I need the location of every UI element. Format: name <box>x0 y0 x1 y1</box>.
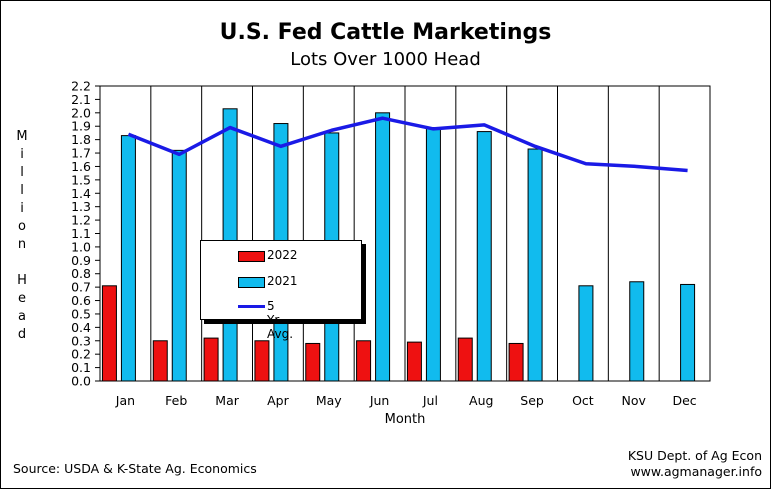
bar-2022-Jun <box>356 340 372 382</box>
x-tick-label: Oct <box>572 393 594 408</box>
bar-2021-Jun <box>375 112 391 382</box>
line-5yr-avg <box>127 116 688 173</box>
bar-2022-May <box>305 342 321 382</box>
y-tick-label: 0.2 <box>71 347 91 362</box>
y-tick-label: 1.3 <box>71 199 91 214</box>
bar-2022-Apr <box>254 340 270 382</box>
y-tick-label: 1.0 <box>71 239 91 254</box>
y-tick-label: 1.9 <box>71 119 91 134</box>
y-tick-label: 0.5 <box>71 306 91 321</box>
credit-note: KSU Dept. of Ag Econ www.agmanager.info <box>628 448 762 480</box>
y-tick-label: 0.6 <box>71 293 91 308</box>
y-tick-label: 1.7 <box>71 146 91 161</box>
y-tick-label: 0.3 <box>71 333 91 348</box>
y-tick-label: 0.4 <box>71 320 91 335</box>
bar-2021-Sep <box>527 148 543 382</box>
y-tick-label: 1.6 <box>71 159 91 174</box>
x-tick-label: Jul <box>422 393 438 408</box>
bar-2021-Jul <box>425 127 441 382</box>
y-tick-label: 2.0 <box>71 105 91 120</box>
legend: 2022 2021 5 Yr. Avg. <box>200 240 362 341</box>
credit-line-2: www.agmanager.info <box>630 464 762 479</box>
x-tick-label: Aug <box>469 393 493 408</box>
bar-2022-Jul <box>406 341 422 382</box>
y-tick-label: 0.9 <box>71 253 91 268</box>
x-tick-label: May <box>316 393 342 408</box>
y-tick-label: 2.2 <box>71 79 91 94</box>
y-tick-label: 0.1 <box>71 360 91 375</box>
bar-2021-Dec <box>680 283 696 382</box>
x-tick-label: Nov <box>622 393 647 408</box>
source-note: Source: USDA & K-State Ag. Economics <box>13 461 257 476</box>
legend-label-2022: 2022 <box>267 248 298 262</box>
y-tick-label: 0.0 <box>71 374 91 389</box>
y-axis-label: M i l l i o n H e a d <box>16 129 28 342</box>
legend-label-5yr-avg: 5 Yr. Avg. <box>267 299 294 341</box>
bar-2022-Aug <box>457 337 473 382</box>
bar-2021-Oct <box>578 285 594 382</box>
x-tick-label: Mar <box>215 393 239 408</box>
y-tick-label: 1.1 <box>71 226 91 241</box>
x-tick-label: Apr <box>267 393 289 408</box>
x-tick-label: Jan <box>115 393 135 408</box>
chart-title: U.S. Fed Cattle Marketings <box>219 20 552 45</box>
bar-2022-Jan <box>101 285 117 382</box>
bar-2022-Mar <box>203 337 219 382</box>
x-tick-label: Jun <box>369 393 390 408</box>
y-tick-label: 1.4 <box>71 186 91 201</box>
x-tick-label: Dec <box>672 393 696 408</box>
legend-swatch-5yr-avg <box>238 305 265 308</box>
y-tick-label: 0.7 <box>71 280 91 295</box>
plot-border <box>99 85 711 382</box>
y-tick-label: 2.1 <box>71 92 91 107</box>
bar-2022-Sep <box>508 342 524 382</box>
x-tick-label: Feb <box>165 393 187 408</box>
y-tick-label: 1.2 <box>71 213 91 228</box>
bar-2021-Nov <box>629 281 645 382</box>
y-tick-label: 0.8 <box>71 266 91 281</box>
legend-swatch-2022 <box>238 251 265 262</box>
bar-2021-Jan <box>120 135 136 382</box>
chart-subtitle: Lots Over 1000 Head <box>290 49 481 70</box>
y-tick-label: 1.8 <box>71 132 91 147</box>
legend-label-2021: 2021 <box>267 274 298 288</box>
bar-2021-Aug <box>476 131 492 382</box>
credit-line-1: KSU Dept. of Ag Econ <box>627 448 762 463</box>
x-tick-label: Sep <box>520 393 544 408</box>
y-tick-label: 1.5 <box>71 172 91 187</box>
legend-swatch-2021 <box>238 277 265 288</box>
bar-2022-Feb <box>152 340 168 382</box>
x-axis-label: Month <box>384 412 426 427</box>
bar-2021-Feb <box>171 149 187 382</box>
